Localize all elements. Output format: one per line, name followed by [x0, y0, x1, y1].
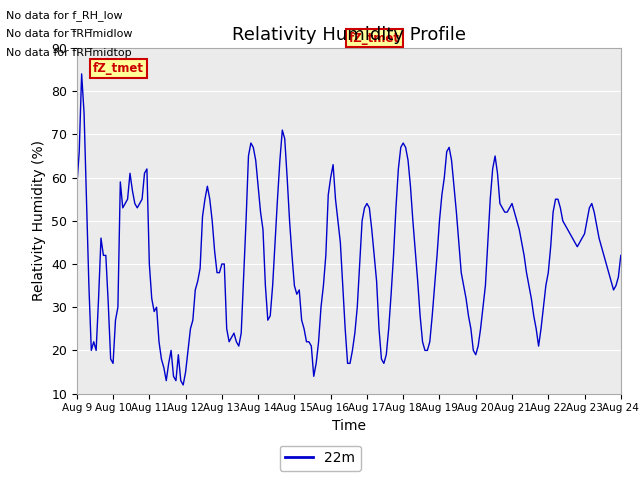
- Text: fZ_tmet: fZ_tmet: [93, 62, 144, 75]
- Title: Relativity Humidity Profile: Relativity Humidity Profile: [232, 25, 466, 44]
- Text: No data for f_RH_low: No data for f_RH_low: [6, 10, 123, 21]
- X-axis label: Time: Time: [332, 419, 366, 433]
- Y-axis label: Relativity Humidity (%): Relativity Humidity (%): [31, 140, 45, 301]
- Text: No data for f̅RH̅midtop: No data for f̅RH̅midtop: [6, 48, 132, 58]
- Text: fZ_tmet: fZ_tmet: [349, 32, 400, 45]
- Text: No data for f̅RH̅midlow: No data for f̅RH̅midlow: [6, 29, 133, 39]
- Legend: 22m: 22m: [280, 445, 360, 471]
